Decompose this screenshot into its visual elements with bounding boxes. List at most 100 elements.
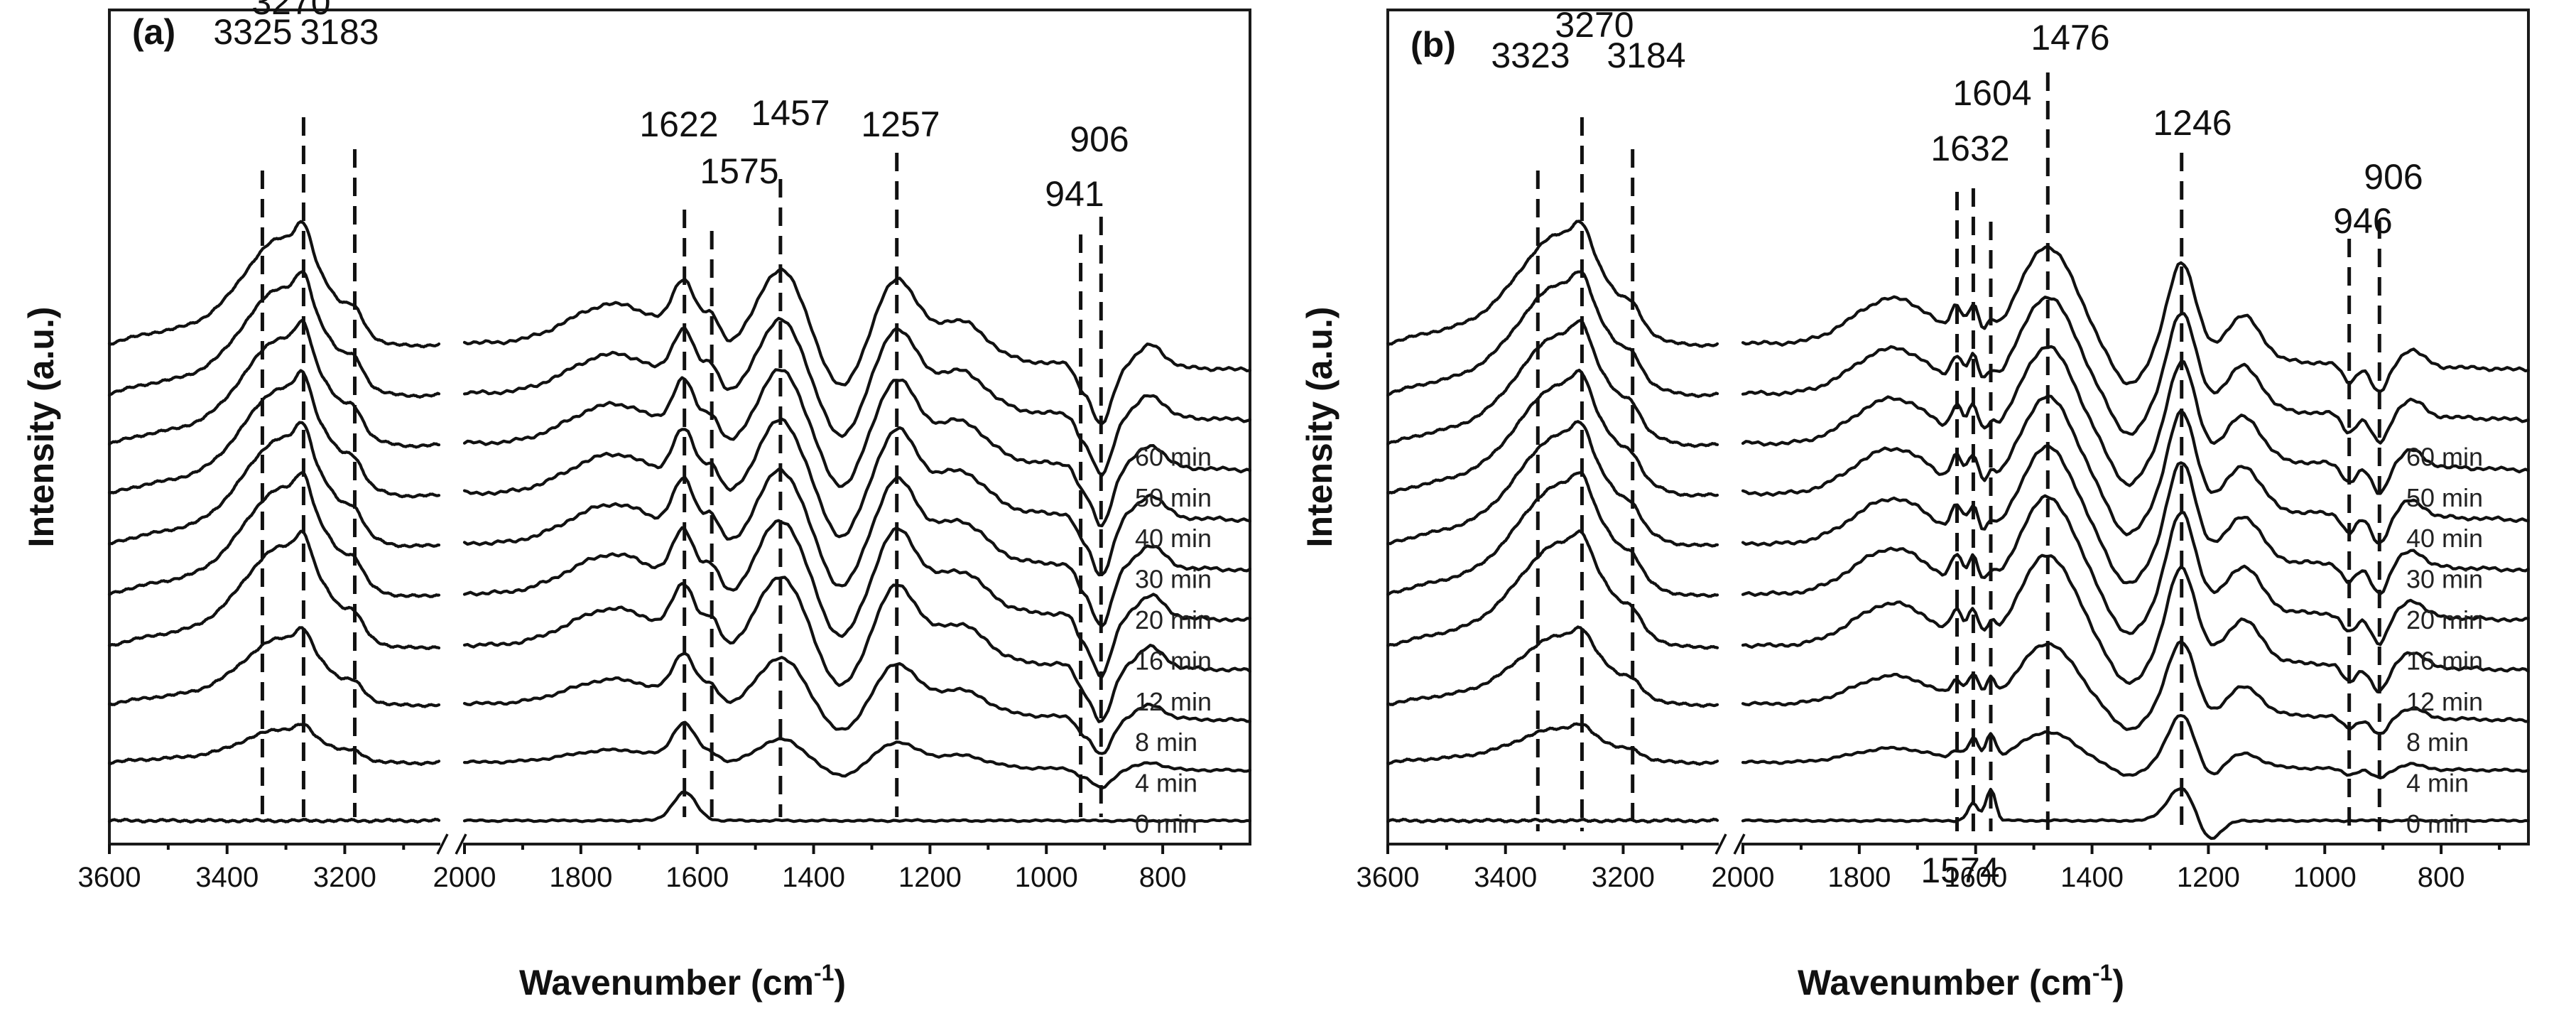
peak-label-941: 941: [1045, 174, 1104, 214]
x-tick-label: 2000: [1712, 862, 1775, 893]
spectrum-trace-8-min: [462, 652, 1252, 755]
time-label: 60 min: [1135, 442, 1212, 471]
spectrum-trace-4-min: [1741, 714, 2531, 779]
time-label: 4 min: [1135, 769, 1197, 798]
spectrum-trace-16-min: [462, 519, 1252, 679]
x-tick-label: 3200: [313, 862, 376, 893]
spectrum-trace-0-min: [1386, 817, 1719, 824]
x-axis-title: Wavenumber (cm-1): [1798, 960, 2124, 1003]
peak-label-3323: 3323: [1491, 36, 1570, 75]
time-label: 4 min: [2406, 769, 2469, 798]
time-label: 20 min: [1135, 605, 1212, 634]
spectrum-trace-16-min: [1741, 494, 2531, 647]
spectrum-trace-8-min: [107, 626, 441, 708]
spectrum-trace-40-min: [462, 368, 1252, 528]
peak-label-1574: 1574: [1920, 850, 1999, 890]
time-label: 40 min: [1135, 524, 1212, 553]
time-label: 16 min: [1135, 646, 1212, 675]
peak-label-3270: 3270: [251, 0, 330, 22]
spectrum-trace-20-min: [1386, 420, 1719, 548]
panel-b: 3600 3400 3200 2000 1800 1600 1400 1200 1000 800 3…: [1300, 5, 2531, 1003]
time-label: 16 min: [2406, 646, 2483, 675]
spectrum-trace-4-min: [107, 723, 441, 767]
x-tick-label: 3200: [1592, 862, 1655, 893]
time-label: 50 min: [2406, 483, 2483, 512]
spectrum-trace-0-min: [462, 790, 1252, 823]
spectrum-trace-60-min: [1386, 220, 1719, 348]
peak-label-3183: 3183: [300, 12, 379, 52]
plot-frame: [1386, 9, 2530, 846]
spectrum-trace-30-min: [462, 417, 1252, 577]
time-label: 40 min: [2406, 524, 2483, 553]
x-tick-label: 800: [2418, 862, 2465, 893]
time-label: 30 min: [2406, 565, 2483, 594]
spectrum-trace-50-min: [1741, 296, 2531, 445]
x-tick-label: 3600: [1357, 862, 1420, 893]
spectrum-trace-50-min: [107, 270, 441, 399]
spectrum-trace-20-min: [107, 421, 441, 549]
x-tick-label: 1800: [1827, 862, 1891, 893]
peak-label-906: 906: [2364, 157, 2423, 197]
y-axis-title: Intensity (a.u.): [1300, 307, 1339, 548]
spectrum-trace-50-min: [462, 316, 1252, 477]
spectrum-trace-50-min: [1386, 270, 1719, 399]
panel-a: 3600 3400 3200 2000 1800 1600 1400 1200 1000 800 3…: [21, 0, 1252, 1003]
spectrum-trace-0-min: [107, 817, 441, 824]
peak-label-1476: 1476: [2031, 18, 2109, 58]
spectrum-trace-4-min: [1386, 722, 1719, 766]
time-label: 60 min: [2406, 442, 2483, 471]
x-tick-label: 2000: [433, 862, 496, 893]
time-label: 12 min: [2406, 687, 2483, 716]
time-label: 20 min: [2406, 605, 2483, 634]
x-tick-label: 1000: [2293, 862, 2357, 893]
peak-label-1257: 1257: [861, 104, 940, 144]
spectrum-trace-12-min: [1741, 553, 2531, 693]
x-tick-label: 800: [1139, 862, 1187, 893]
x-tick-label: 3400: [195, 862, 259, 893]
spectrum-trace-8-min: [1386, 625, 1719, 708]
peak-label-1604: 1604: [1952, 73, 2031, 113]
x-tick-label: 1400: [2060, 862, 2124, 893]
peak-label-1575: 1575: [700, 151, 778, 191]
x-tick-label: 1800: [549, 862, 612, 893]
time-label: 50 min: [1135, 483, 1212, 512]
peak-label-1622: 1622: [639, 104, 718, 144]
spectrum-trace-0-min: [1741, 787, 2531, 841]
peak-label-946: 946: [2333, 201, 2392, 241]
spectrum-trace-60-min: [1741, 244, 2531, 393]
time-label: 0 min: [1135, 809, 1197, 838]
y-axis-title: Intensity (a.u.): [21, 307, 61, 548]
x-tick-label: 1400: [782, 862, 845, 893]
spectrum-trace-4-min: [462, 720, 1252, 790]
spectrum-trace-30-min: [1386, 368, 1719, 498]
x-tick-label: 1200: [2177, 862, 2240, 893]
peak-label-1457: 1457: [751, 93, 830, 133]
x-tick-label: 1600: [1944, 862, 2007, 893]
spectrum-trace-60-min: [107, 220, 441, 349]
axis-break-mark: [455, 833, 467, 855]
spectrum-trace-12-min: [1386, 529, 1719, 650]
spectrum-trace-16-min: [107, 471, 441, 598]
axis-break-gap: [440, 838, 463, 850]
spectrum-trace-30-min: [1741, 394, 2531, 545]
axis-break-mark: [1733, 833, 1746, 855]
peak-label-906: 906: [1070, 119, 1129, 159]
spectrum-trace-20-min: [462, 468, 1252, 628]
time-label: 8 min: [1135, 728, 1197, 757]
time-label: 30 min: [1135, 565, 1212, 594]
x-tick-label: 1200: [898, 862, 962, 893]
time-label: 0 min: [2406, 809, 2469, 838]
time-label: 8 min: [2406, 728, 2469, 757]
time-label: 12 min: [1135, 687, 1212, 716]
x-tick-label: 1600: [665, 862, 729, 893]
spectrum-trace-40-min: [1741, 345, 2531, 495]
peak-label-1246: 1246: [2153, 103, 2232, 143]
panel-label: (a): [132, 12, 175, 52]
spectrum-trace-40-min: [1386, 318, 1719, 448]
spectrum-trace-16-min: [1386, 471, 1719, 598]
peak-label-3325: 3325: [213, 12, 292, 52]
x-axis-title: Wavenumber (cm-1): [519, 960, 846, 1003]
plot-frame: [108, 9, 1251, 846]
